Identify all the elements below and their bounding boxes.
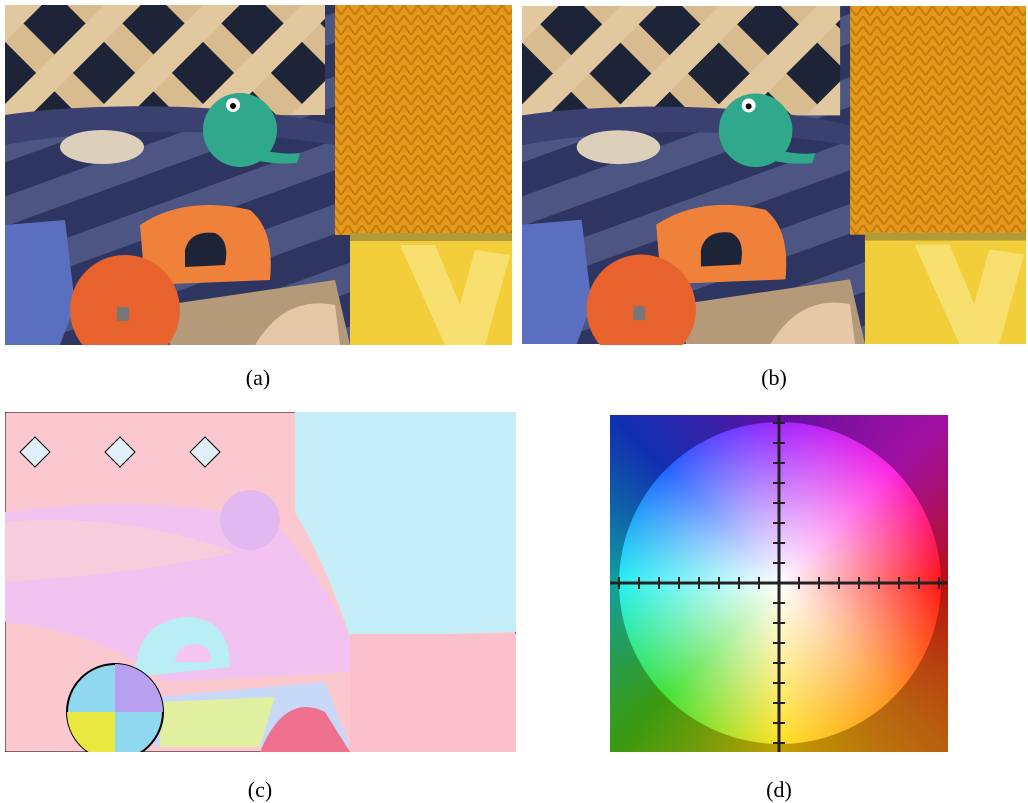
caption: (c): [230, 777, 290, 803]
figure: {"panels": [{"caption": "(a)"}, {"captio…: [0, 0, 1028, 801]
caption: (b): [744, 365, 804, 391]
color-key-axes: [610, 415, 948, 752]
caption: (d): [749, 777, 809, 803]
optical-flow: [5, 412, 516, 752]
image-frame-2: [522, 5, 1026, 345]
image-frame-1: [5, 5, 512, 345]
caption: (a): [228, 365, 288, 391]
